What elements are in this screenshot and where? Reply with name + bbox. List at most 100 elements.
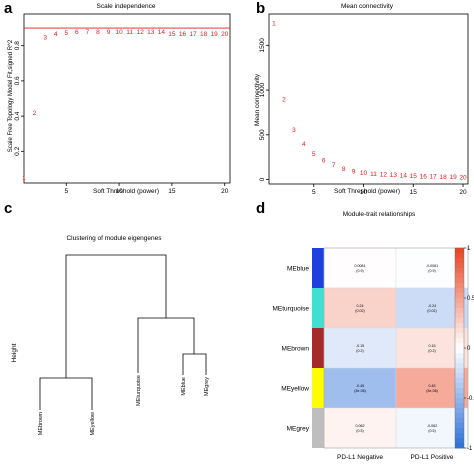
panel-label-d: d — [256, 200, 266, 217]
cell-value: -0.0081 — [426, 264, 438, 268]
data-point-label: 2 — [282, 97, 286, 104]
colorbar-segment — [455, 403, 464, 409]
data-point-label: 17 — [430, 174, 438, 181]
y-tick-label: 1500 — [259, 38, 266, 53]
row-label: MEbrown — [282, 346, 310, 353]
colorbar-segment — [455, 248, 464, 254]
colorbar-segment — [455, 353, 464, 359]
y-axis-label: Height — [11, 343, 18, 362]
colorbar-segment — [455, 308, 464, 314]
cell-value: 0.24 — [357, 304, 364, 308]
module-color-swatch — [312, 368, 324, 408]
dendrogram-leaf-label: MEbrown — [38, 412, 44, 435]
row-label: MEturquoise — [273, 306, 310, 313]
y-tick-label: 0 — [259, 177, 266, 181]
data-point-label: 20 — [459, 174, 467, 181]
data-point-label: 10 — [115, 29, 123, 36]
data-point-label: 4 — [54, 31, 58, 38]
colorbar-segment — [455, 393, 464, 399]
dendrogram-leaf-label: MEturquoise — [136, 375, 142, 406]
colorbar-segment — [455, 428, 464, 434]
x-axis-label: Soft Threshold (power) — [334, 188, 400, 195]
colorbar-segment — [455, 363, 464, 369]
data-point-label: 5 — [64, 30, 68, 37]
colorbar-segment — [455, 333, 464, 339]
colorbar-segment — [455, 368, 464, 374]
y-tick-label: 0.2 — [14, 146, 21, 155]
panel-label-c: c — [4, 200, 13, 217]
y-tick-label: 500 — [259, 129, 266, 140]
scale-independence-chart: Scale independence Scale Free Topology M… — [8, 3, 231, 195]
colorbar-segment — [455, 423, 464, 429]
x-tick-label: 20 — [459, 189, 467, 196]
data-point-label: 19 — [211, 31, 219, 38]
column-label: PD-L1 Negative — [337, 454, 383, 461]
colorbar-segment — [455, 293, 464, 299]
data-point-label: 16 — [179, 31, 187, 38]
plot-frame — [23, 13, 231, 184]
data-point-label: 5 — [312, 151, 316, 158]
row-label: MEblue — [287, 266, 309, 273]
dendrogram-leaf-label: MEblue — [181, 377, 187, 396]
module-trait-heatmap: Module-trait relationships MEblue 0.0081(… — [273, 211, 474, 461]
data-point-label: 11 — [126, 29, 133, 36]
data-point-label: 6 — [322, 157, 326, 164]
y-tick-label: 0.6 — [14, 76, 21, 85]
cell-value: (0.2) — [356, 349, 363, 353]
y-axis-label: Mean connectivity — [254, 73, 261, 126]
data-point-label: 1 — [22, 175, 26, 182]
y-axis-label: Scale Free Topology Model Fit,signed R^2 — [8, 39, 14, 152]
plot-frame — [268, 13, 469, 185]
colorbar-segment — [455, 338, 464, 344]
cell-value: 0.062 — [356, 424, 365, 428]
colorbar-segment — [455, 383, 464, 389]
colorbar-segment — [455, 283, 464, 289]
module-color-swatch — [312, 328, 324, 368]
data-point-label: 14 — [158, 29, 166, 36]
colorbar-segment — [455, 278, 464, 284]
colorbar-segment — [455, 438, 464, 444]
data-point-label: 15 — [168, 31, 176, 38]
colorbar-segment — [455, 323, 464, 329]
panel-label-b: b — [256, 0, 266, 17]
data-point-label: 1 — [272, 20, 276, 27]
row-label: MEgrey — [287, 426, 310, 433]
row-label: MEyellow — [281, 386, 309, 393]
colorbar-segment — [455, 263, 464, 269]
colorbar-segment — [455, 358, 464, 364]
colorbar-segment — [455, 253, 464, 259]
data-point-label: 12 — [380, 172, 388, 179]
data-point-label: 15 — [410, 173, 418, 180]
cell-value: -0.24 — [428, 304, 436, 308]
x-tick-label: 15 — [410, 189, 418, 196]
heatmap-cell — [323, 407, 397, 449]
colorbar-tick-label: 1 — [467, 246, 471, 252]
data-point-label: 12 — [137, 29, 145, 36]
colorbar-segment — [455, 298, 464, 304]
data-point-label: 9 — [107, 29, 111, 36]
cell-value: 0.15 — [429, 344, 436, 348]
chart-title: Clustering of module eigengenes — [66, 235, 162, 242]
colorbar-segment — [455, 343, 464, 349]
cell-value: -0.45 — [356, 384, 364, 388]
x-tick-label: 5 — [64, 188, 68, 195]
chart-title: Mean connectivity — [341, 3, 394, 10]
heatmap-cell — [323, 367, 397, 409]
y-tick-label: 0.8 — [14, 41, 21, 50]
colorbar-segment — [455, 443, 464, 449]
colorbar-segment — [455, 318, 464, 324]
cell-value: (0.9) — [428, 269, 435, 273]
data-point-label: 18 — [440, 174, 448, 181]
data-point-label: 8 — [96, 29, 100, 36]
cell-value: 0.45 — [429, 384, 436, 388]
module-eigengene-dendrogram: Clustering of module eigengenes Height M… — [11, 235, 210, 436]
x-axis-label: Soft Threshold (power) — [93, 188, 159, 195]
data-point-label: 7 — [86, 29, 90, 36]
data-point-label: 14 — [400, 173, 408, 180]
cell-value: (0.9) — [356, 269, 363, 273]
colorbar-segment — [455, 418, 464, 424]
data-point-label: 11 — [370, 171, 377, 178]
panel-label-a: a — [4, 0, 13, 17]
heatmap-cell — [323, 327, 397, 369]
cell-value: (0.2) — [428, 349, 435, 353]
